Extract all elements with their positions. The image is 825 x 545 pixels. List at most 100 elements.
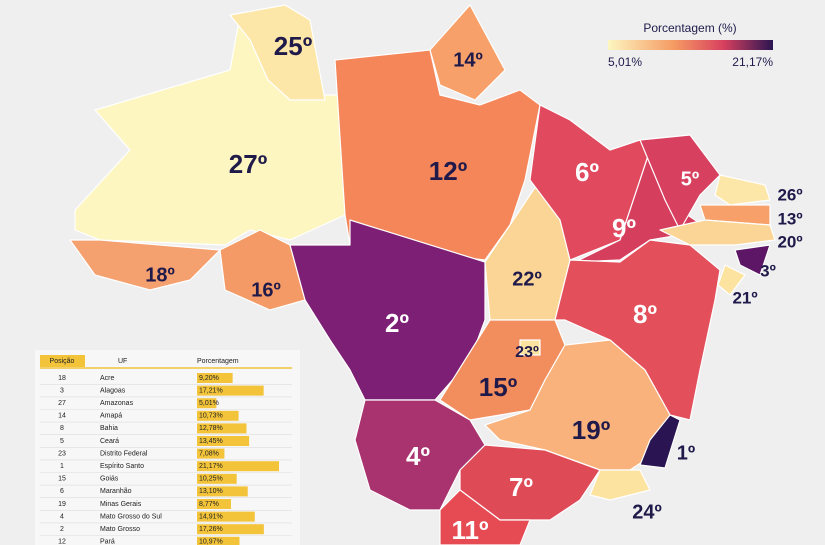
legend-title: Porcentagem (%) xyxy=(643,21,736,35)
value-label: 17,26% xyxy=(199,526,223,533)
state xyxy=(734,244,771,276)
value-label: 14,91% xyxy=(199,513,223,520)
state xyxy=(459,444,601,521)
uf: Amazonas xyxy=(100,400,134,407)
position: 14 xyxy=(58,413,66,420)
state xyxy=(439,489,531,545)
position: 2 xyxy=(60,526,64,533)
rank-label: 23º xyxy=(515,344,539,361)
state xyxy=(354,399,486,511)
state xyxy=(589,469,651,501)
value-bar xyxy=(197,511,255,522)
position: 6 xyxy=(60,488,64,495)
value-label: 10,73% xyxy=(199,413,223,420)
rank-label: 4º xyxy=(406,441,430,471)
map xyxy=(69,4,776,545)
value-bar xyxy=(197,410,239,421)
rank-label: 19º xyxy=(572,415,611,445)
uf: Distrito Federal xyxy=(100,450,148,457)
value-label: 9,20% xyxy=(199,375,219,382)
value-label: 21,17% xyxy=(199,463,223,470)
position: 15 xyxy=(58,476,66,483)
uf: Amapá xyxy=(100,413,122,420)
rank-label: 5º xyxy=(681,168,699,190)
color-scale xyxy=(608,40,773,50)
value-label: 8,77% xyxy=(199,501,219,508)
rank-label: 20º xyxy=(777,232,802,251)
rank-label: 9º xyxy=(612,213,636,243)
value-bar xyxy=(197,373,233,383)
value-label: 5,01% xyxy=(199,400,219,407)
value-label: 10,97% xyxy=(199,539,223,545)
value-bar xyxy=(197,461,279,472)
uf: Goiás xyxy=(100,476,119,483)
table-header: UF xyxy=(118,358,127,365)
state xyxy=(519,339,541,356)
uf: Alagoas xyxy=(100,387,126,394)
value-bar xyxy=(197,473,237,484)
table-header: Porcentagem xyxy=(197,358,239,365)
legend-min: 5,01% xyxy=(608,55,642,69)
value-bar xyxy=(197,486,248,497)
uf: Minas Gerais xyxy=(100,501,142,508)
value-bar xyxy=(197,536,240,545)
value-bar xyxy=(197,398,217,409)
table-header: Posição xyxy=(50,358,75,365)
table: Posição UF Porcentagem 1 8 Acre 9,20% 3 Alago… xyxy=(35,350,300,545)
rank-label: 2º xyxy=(385,308,409,338)
uf: Mato Grosso do Sul xyxy=(100,513,162,520)
uf: Bahia xyxy=(100,425,118,432)
rank-label: 15º xyxy=(479,372,518,402)
position: 12 xyxy=(58,539,66,545)
rank-label: 24º xyxy=(632,501,662,523)
rank-label: 1º xyxy=(677,442,695,464)
position: 8 xyxy=(60,425,64,432)
value-bar xyxy=(197,499,231,509)
position: 5 xyxy=(60,438,64,445)
uf: Maranhão xyxy=(100,488,132,495)
position: 23 xyxy=(58,450,66,457)
legend-max: 21,17% xyxy=(732,55,773,69)
state xyxy=(69,239,221,291)
position: 27 xyxy=(58,400,66,407)
rank-label: 8º xyxy=(633,299,657,329)
state xyxy=(554,239,721,421)
position: 4 xyxy=(60,513,64,520)
state xyxy=(639,134,721,231)
uf: Mato Grosso xyxy=(100,526,140,533)
rank-label: 21º xyxy=(732,288,757,307)
rank-label: 12º xyxy=(429,156,468,186)
rank-label: 7º xyxy=(509,472,533,502)
value-label: 13,10% xyxy=(199,488,223,495)
state xyxy=(229,4,326,101)
value-label: 10,25% xyxy=(199,476,223,483)
state xyxy=(714,174,771,206)
state xyxy=(717,264,746,296)
header-highlight xyxy=(40,355,85,367)
rank-label: 3º xyxy=(760,261,776,280)
rank-label: 16º xyxy=(251,279,281,301)
rank-label: 26º xyxy=(777,185,802,204)
rank-label: 14º xyxy=(453,49,483,71)
state xyxy=(334,49,541,261)
rank-label: 6º xyxy=(575,157,599,187)
uf: Espírito Santo xyxy=(100,463,144,470)
position: 1 xyxy=(60,463,64,470)
state xyxy=(639,414,681,469)
value-bar xyxy=(197,423,247,434)
uf: Pará xyxy=(100,539,115,545)
uf: Ceará xyxy=(100,438,119,445)
value-bar xyxy=(197,524,264,535)
value-label: 13,45% xyxy=(199,438,223,445)
position: 19 xyxy=(58,501,66,508)
position: 3 xyxy=(60,387,64,394)
rank-label: 11º xyxy=(452,515,489,545)
uf: Acre xyxy=(100,375,115,382)
value-label: 17,21% xyxy=(199,387,223,394)
rank-label: 18º xyxy=(145,264,175,286)
map-labels: 25º 14º 27º 12º 6º 5º 26º 13º 20º 3º 21º… xyxy=(145,31,802,545)
rank-label: 13º xyxy=(777,209,802,228)
rank-label: 22º xyxy=(512,268,542,290)
state xyxy=(429,4,506,101)
